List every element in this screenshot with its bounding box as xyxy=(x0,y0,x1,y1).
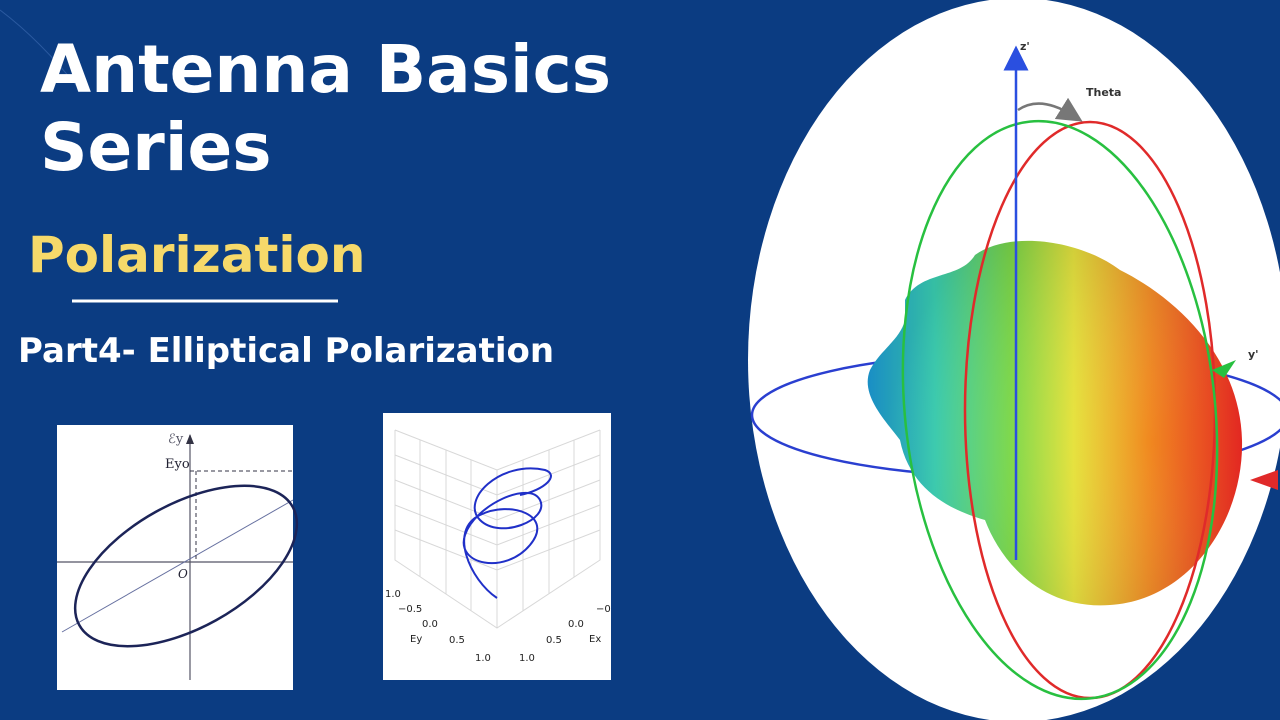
axis-label: Ey xyxy=(410,634,422,645)
axis-label: y' xyxy=(1248,348,1259,361)
helix-figure: 1.0 −0.5 0.0 0.5 1.0 Ey −0 0.0 0.5 1.0 E… xyxy=(383,413,611,680)
axis-label: Theta xyxy=(1086,86,1121,99)
axis-label: Ex xyxy=(589,634,601,645)
tick-label: 0.0 xyxy=(568,619,584,630)
topic: Polarization xyxy=(28,226,366,284)
tick-label: −0.5 xyxy=(398,604,422,615)
title-line: Series xyxy=(40,109,272,186)
peak-label: Eyo xyxy=(165,457,190,472)
axis-label: ℰy xyxy=(168,432,184,447)
origin-label: O xyxy=(178,567,188,581)
tick-label: 1.0 xyxy=(519,653,535,664)
tick-label: 1.0 xyxy=(475,653,491,664)
tick-label: 0.5 xyxy=(546,635,562,646)
tick-label: 0.0 xyxy=(422,619,438,630)
title-line: Antenna Basics xyxy=(40,31,611,108)
pattern-figure: z' Theta y' xyxy=(748,0,1280,720)
part: Part4- Elliptical Polarization xyxy=(18,331,554,371)
tick-label: 1.0 xyxy=(385,589,401,600)
decor xyxy=(0,9,81,91)
ellipse-figure: ℰy Eyo O xyxy=(57,425,299,690)
tick-label: −0 xyxy=(596,604,611,615)
tick-label: 0.5 xyxy=(449,635,465,646)
axis-label: z' xyxy=(1020,40,1030,53)
